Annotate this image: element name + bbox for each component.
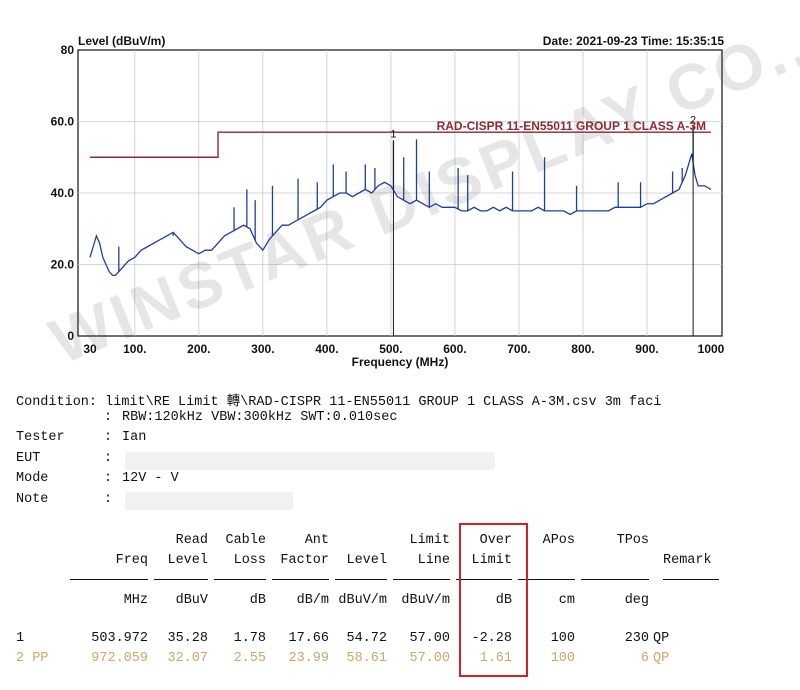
condition-label: Condition [16,395,89,410]
header-factor: Factor [280,552,329,568]
x-tick-label: 900. [635,342,658,356]
condition-row: Condition: limit\RE Limit 轉\RAD-CISPR 11… [16,395,662,410]
axis-ticks: 30 100. 200. 300. 400. 500. 600. 700. 800. 900. 10… [51,43,725,356]
header-level: Level [346,552,387,568]
measurement-table: Read Cable Ant Limit Over APos TPos Freq… [16,530,719,668]
x-tick-label: 300. [251,342,274,356]
note-label: Note [16,492,49,507]
tester-row: Tester: Ian [16,430,147,445]
limit-line [90,131,711,158]
header-limit-2: Limit [471,552,512,568]
header-limit: Limit [409,532,450,548]
header-freq: Freq [115,552,148,568]
header-cable: Cable [225,532,266,548]
date-time-label: Date: 2021-09-23 Time: 15:35:15 [543,34,725,48]
note-row: Note: [16,492,121,507]
header-loss: Loss [233,552,266,568]
x-axis-label: Frequency (MHz) [352,355,449,369]
over-limit-highlight [459,523,528,677]
mode-value: 12V - V [122,471,179,486]
x-tick-label: 400. [315,342,338,356]
units-row: MHz dBuV dB dB/m dBuV/m dBuV/m dB cm deg [123,592,649,608]
limit-line-label: RAD-CISPR 11-EN55011 GROUP 1 CLASS A-3M [437,119,706,133]
y-tick-label: 20.0 [51,258,75,272]
marker-label: 2 [690,114,696,126]
mode-row: Mode: 12V - V [16,471,179,486]
condition-value-2: RBW:120kHz VBW:300kHz SWT:0.010sec [122,410,398,425]
limit-polyline [90,131,711,158]
header-read: Read [175,532,208,548]
tester-label: Tester [16,430,65,445]
markers: 12 [390,114,696,336]
condition-row-2: : RBW:120kHz VBW:300kHz SWT:0.010sec [104,410,398,425]
x-tick-label: 200. [187,342,210,356]
y-axis-label: Level (dBuV/m) [78,34,165,48]
x-tick-label: 600. [443,342,466,356]
x-tick-label: 500. [379,342,402,356]
eut-row: EUT: [16,451,121,466]
y-tick-label: 40.0 [51,186,75,200]
redacted-note [125,492,293,510]
table-row: 1 503.972 35.28 1.78 17.66 54.72 57.00 -… [16,630,670,646]
tester-value: Ian [122,430,147,445]
header-row-bottom: Freq Level Loss Factor Level Line Limit … [16,550,719,570]
x-tick-label: 800. [571,342,594,356]
header-apos: APos [542,532,575,548]
x-tick-label: 700. [507,342,530,356]
y-tick-label: 0 [67,329,74,343]
y-tick-label: 60.0 [51,115,75,129]
header-tpos: TPos [616,532,649,548]
emission-chart: 30 100. 200. 300. 400. 500. 600. 700. 800. 900. 10… [51,34,725,369]
header-row-top: Read Cable Ant Limit Over APos TPos [16,530,719,550]
header-remark: Remark [663,552,712,568]
redacted-eut [125,452,495,470]
x-tick-label: 30 [83,342,97,356]
mode-label: Mode [16,471,49,486]
header-level-read: Level [167,552,208,568]
condition-value: limit\RE Limit 轉\RAD-CISPR 11-EN55011 GR… [105,395,662,410]
x-tick-label: 1000 [698,342,725,356]
y-tick-label: 80 [61,43,75,57]
marker-label: 1 [390,128,396,140]
table-row: 2 PP 972.059 32.07 2.55 23.99 58.61 57.0… [16,650,670,666]
grid [78,50,722,336]
rule-row [16,570,719,590]
header-line: Line [417,552,450,568]
header-ant: Ant [304,532,329,548]
header-over: Over [479,532,512,548]
eut-label: EUT [16,451,41,466]
x-tick-label: 100. [123,342,146,356]
